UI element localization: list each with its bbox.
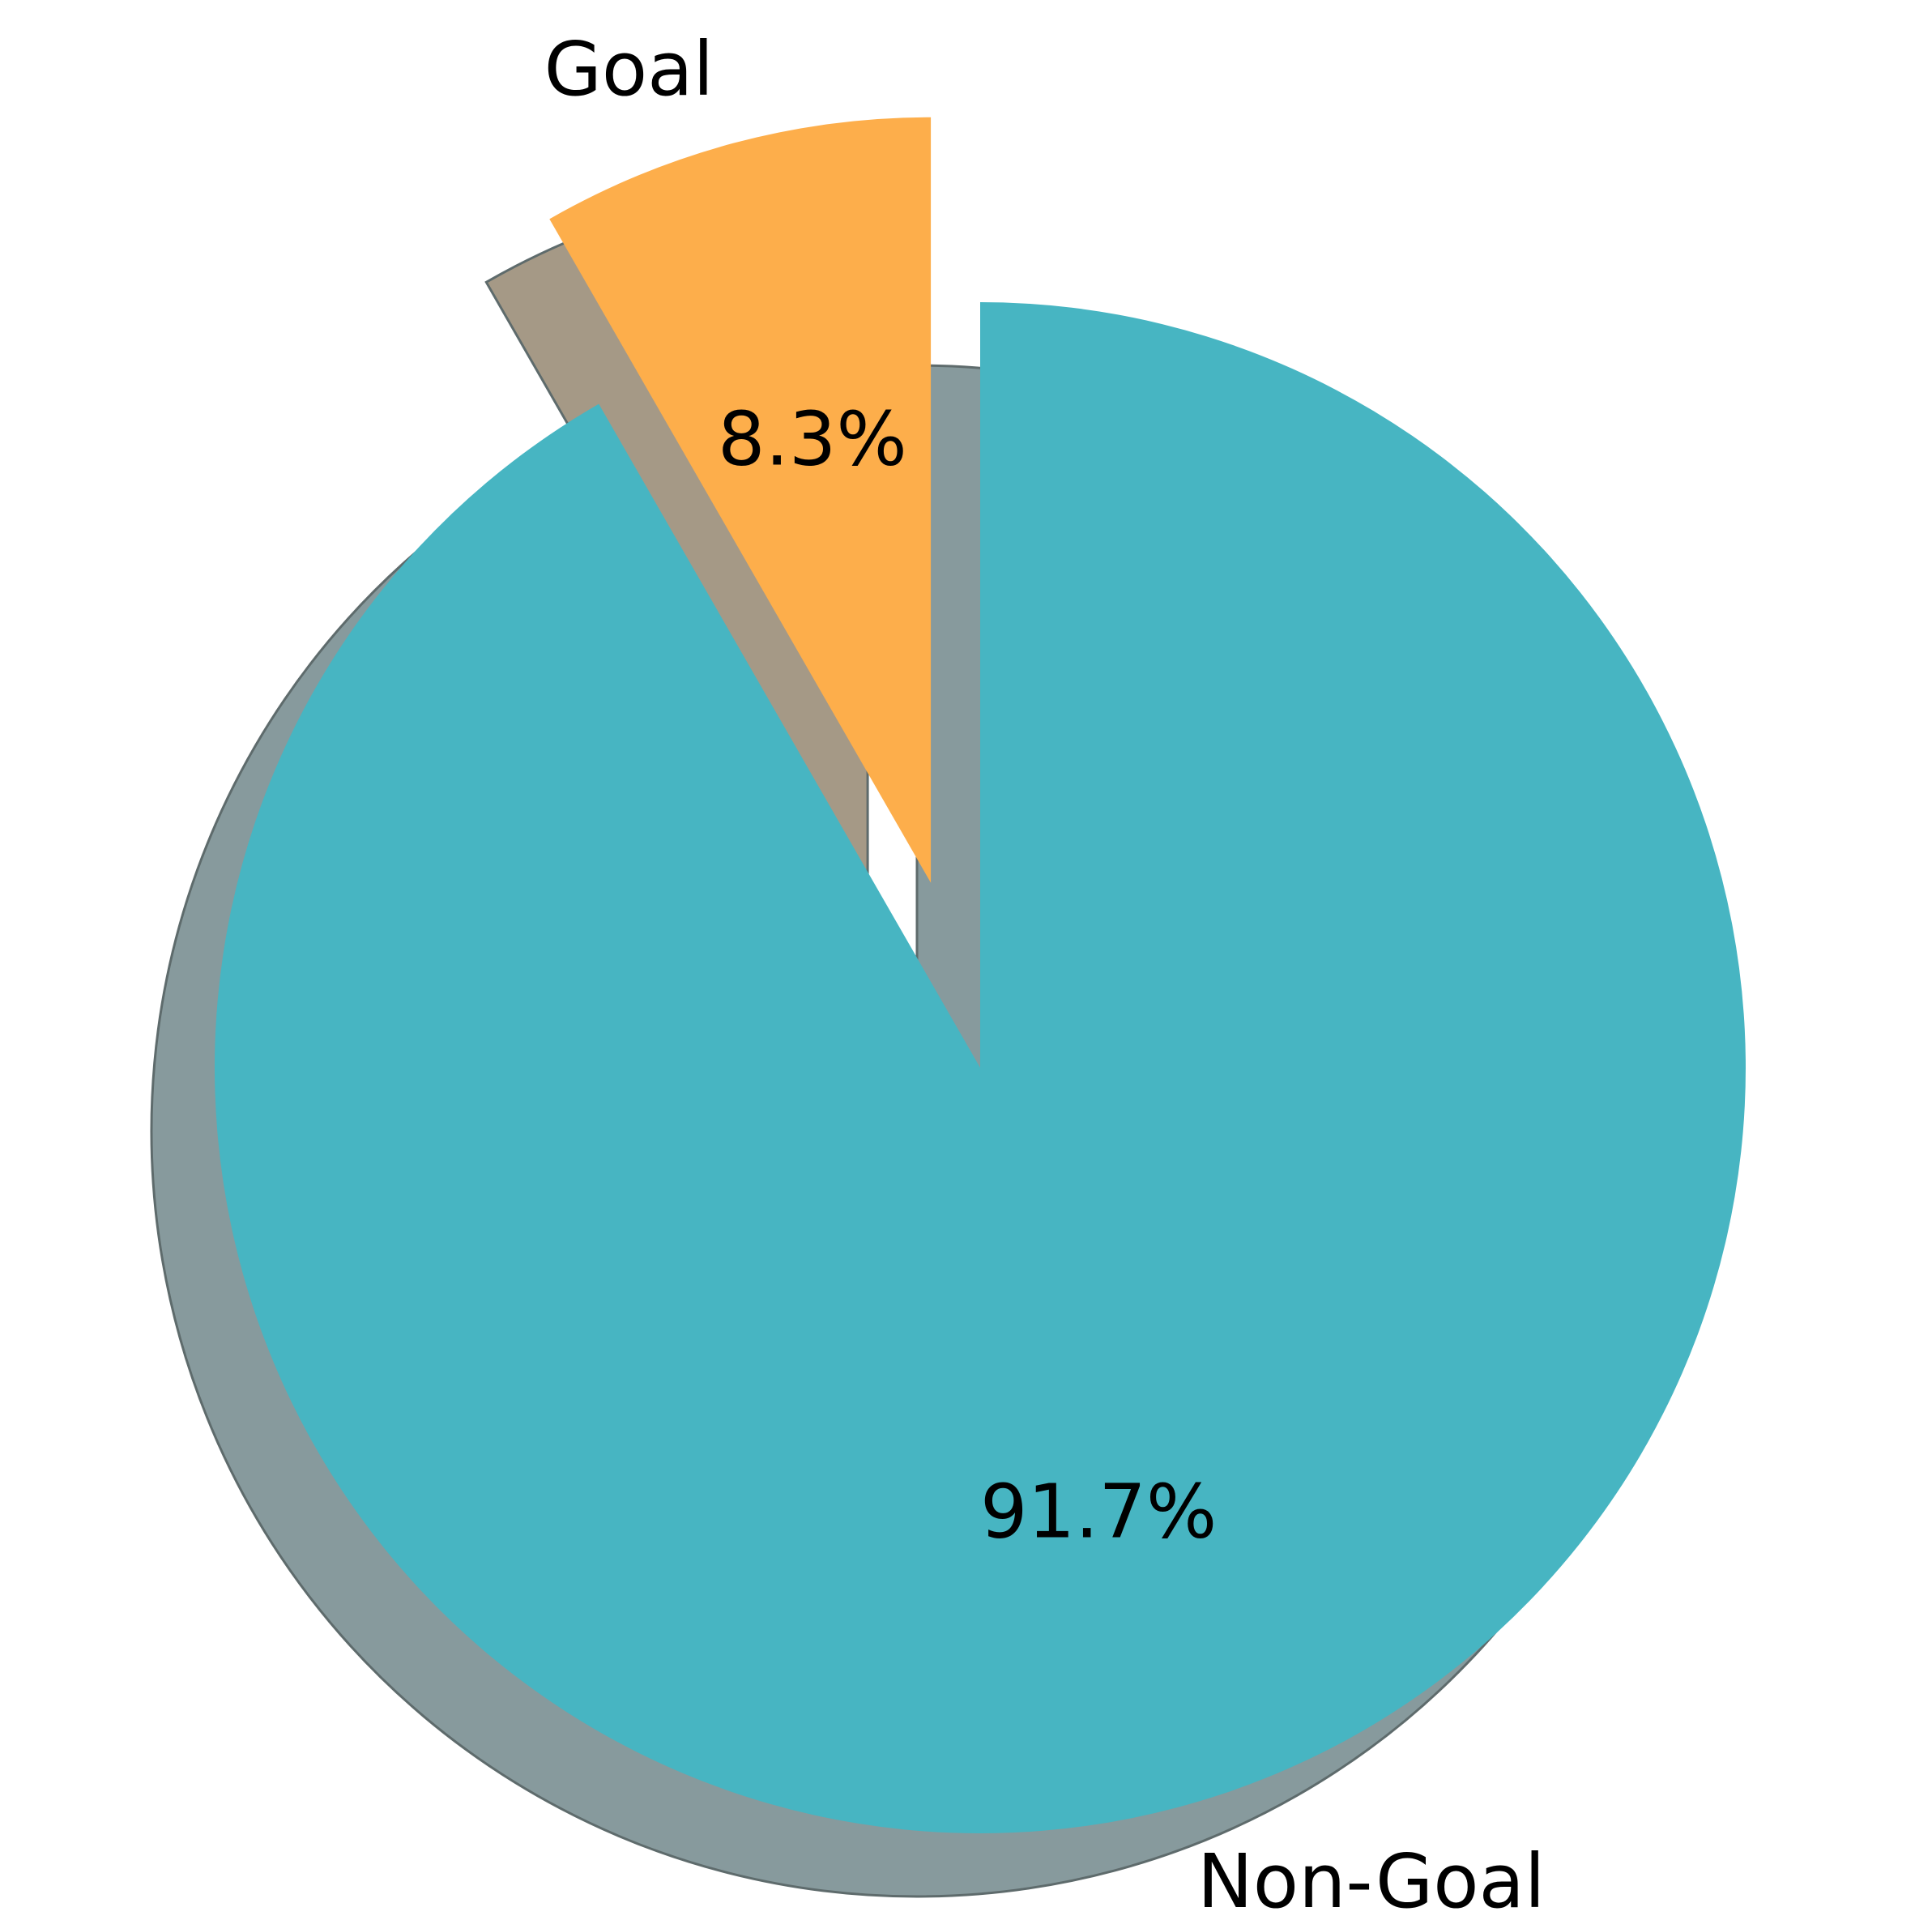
category-label-goal: Goal [544,26,714,113]
percent-label-non-goal: 91.7% [980,1468,1217,1555]
slice-non-goal [215,302,1746,1833]
pie-slice-layer [215,117,1746,1833]
category-label-non-goal: Non-Goal [1197,1838,1546,1920]
pie-label-layer: 8.3% Goal 91.7% Non-Goal [544,26,1546,1920]
percent-label-goal: 8.3% [718,395,907,482]
slice-goal [549,117,932,883]
